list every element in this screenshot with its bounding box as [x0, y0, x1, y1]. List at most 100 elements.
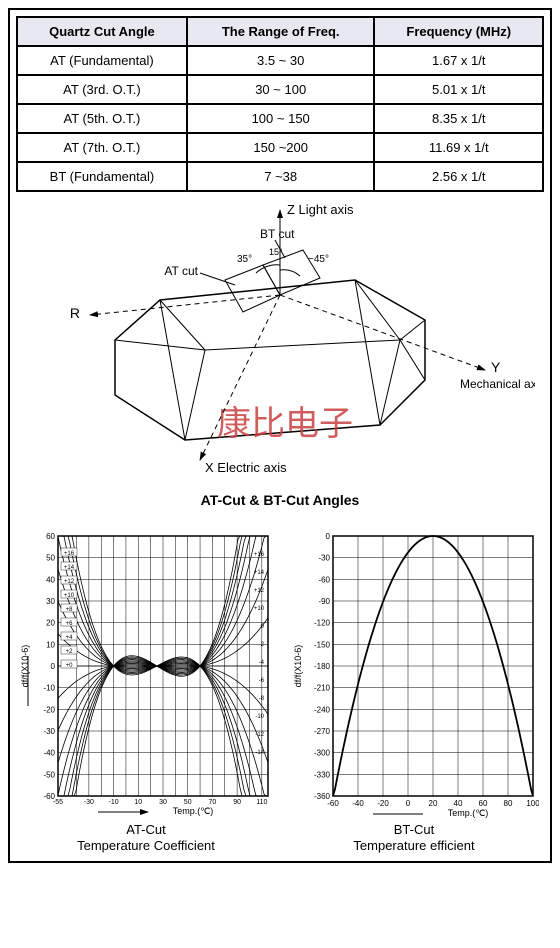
- table-cell: AT (5th. O.T.): [17, 104, 187, 133]
- svg-text:40: 40: [454, 799, 463, 808]
- table-row: AT (Fundamental)3.5 ~ 301.67 x 1/t: [17, 46, 543, 75]
- svg-text:-90: -90: [318, 597, 330, 606]
- bt-chart-title: BT-Cut Temperature efficient: [284, 822, 544, 855]
- svg-text:-180: -180: [314, 662, 331, 671]
- svg-text:Temp.(℃): Temp.(℃): [448, 808, 489, 818]
- table-cell: AT (Fundamental): [17, 46, 187, 75]
- svg-text:-10: -10: [43, 684, 55, 693]
- svg-text:+14: +14: [64, 565, 75, 571]
- svg-text:+4: +4: [66, 635, 74, 641]
- table-cell: AT (7th. O.T.): [17, 133, 187, 162]
- svg-text:60: 60: [46, 532, 55, 541]
- svg-text:-30: -30: [318, 554, 330, 563]
- bt-chart-title1: BT-Cut: [394, 822, 434, 837]
- svg-text:R: R: [70, 305, 80, 321]
- svg-text:15°: 15°: [269, 247, 283, 257]
- svg-text:-60: -60: [318, 575, 330, 584]
- svg-text:100: 100: [526, 799, 539, 808]
- svg-text:+16: +16: [254, 552, 265, 558]
- spec-header-row: Quartz Cut Angle The Range of Freq. Freq…: [17, 17, 543, 46]
- table-cell: 3.5 ~ 30: [187, 46, 375, 75]
- table-row: AT (5th. O.T.)100 ~ 1508.35 x 1/t: [17, 104, 543, 133]
- svg-text:10: 10: [46, 640, 55, 649]
- charts-row: -55-30-1010305070901106050403020100-10-2…: [16, 528, 544, 855]
- at-chart-title1: AT-Cut: [126, 822, 166, 837]
- svg-text:Z Light axis: Z Light axis: [287, 202, 354, 217]
- svg-text:-40: -40: [352, 799, 364, 808]
- svg-text:df/f(X10-6): df/f(X10-6): [293, 645, 303, 688]
- at-chart-title2: Temperature Coefficient: [77, 838, 215, 853]
- table-cell: 30 ~ 100: [187, 75, 375, 104]
- bt-chart: -60-40-200204060801000-30-60-90-120-150-…: [284, 528, 544, 855]
- svg-text:10: 10: [134, 799, 142, 806]
- svg-text:-150: -150: [314, 640, 331, 649]
- svg-text:-120: -120: [314, 619, 331, 628]
- svg-text:-30: -30: [43, 727, 55, 736]
- svg-text:-40: -40: [43, 749, 55, 758]
- svg-text:+2: +2: [66, 649, 74, 655]
- svg-text:-14: -14: [255, 750, 264, 756]
- svg-text:AT cut: AT cut: [164, 264, 198, 278]
- svg-text:30: 30: [46, 597, 55, 606]
- svg-text:Y: Y: [491, 359, 501, 375]
- spec-table: Quartz Cut Angle The Range of Freq. Freq…: [16, 16, 544, 192]
- table-cell: 11.69 x 1/t: [374, 133, 543, 162]
- svg-text:35°: 35°: [237, 254, 252, 265]
- svg-text:50: 50: [46, 554, 55, 563]
- table-cell: 8.35 x 1/t: [374, 104, 543, 133]
- svg-text:80: 80: [504, 799, 513, 808]
- bt-chart-title2: Temperature efficient: [353, 838, 474, 853]
- at-chart-title: AT-Cut Temperature Coefficient: [16, 822, 276, 855]
- table-cell: 2.56 x 1/t: [374, 162, 543, 191]
- table-cell: 1.67 x 1/t: [374, 46, 543, 75]
- svg-text:50: 50: [184, 799, 192, 806]
- svg-text:+12: +12: [64, 579, 75, 585]
- svg-text:+6: +6: [66, 621, 74, 627]
- svg-text:-20: -20: [377, 799, 389, 808]
- svg-text:-300: -300: [314, 749, 331, 758]
- svg-text:X Electric axis: X Electric axis: [205, 460, 287, 475]
- svg-text:BT cut: BT cut: [260, 227, 295, 241]
- table-cell: 5.01 x 1/t: [374, 75, 543, 104]
- svg-text:+10: +10: [254, 606, 265, 612]
- svg-text:70: 70: [209, 799, 217, 806]
- col-cut: Quartz Cut Angle: [17, 17, 187, 46]
- svg-text:90: 90: [233, 799, 241, 806]
- svg-text:-60: -60: [43, 792, 55, 801]
- svg-text:+16: +16: [64, 551, 75, 557]
- table-cell: BT (Fundamental): [17, 162, 187, 191]
- svg-text:0: 0: [51, 662, 56, 671]
- svg-text:Mechanical axis: Mechanical axis: [460, 377, 535, 391]
- svg-text:-50: -50: [43, 770, 55, 779]
- at-chart: -55-30-1010305070901106050403020100-10-2…: [16, 528, 276, 855]
- svg-text:-30: -30: [84, 799, 94, 806]
- svg-text:-12: -12: [255, 732, 264, 738]
- svg-text:110: 110: [256, 799, 267, 806]
- svg-text:40: 40: [46, 575, 55, 584]
- svg-text:-2: -2: [259, 642, 265, 648]
- svg-text:60: 60: [479, 799, 488, 808]
- svg-text:30: 30: [159, 799, 167, 806]
- svg-text:+10: +10: [64, 593, 75, 599]
- svg-text:+12: +12: [254, 588, 265, 594]
- svg-text:+8: +8: [66, 607, 74, 613]
- table-cell: 150 ~200: [187, 133, 375, 162]
- svg-text:-10: -10: [255, 714, 264, 720]
- svg-text:康比电子: 康比电子: [217, 405, 353, 443]
- svg-text:-20: -20: [43, 705, 55, 714]
- table-cell: AT (3rd. O.T.): [17, 75, 187, 104]
- svg-text:+14: +14: [254, 570, 265, 576]
- svg-text:-270: -270: [314, 727, 331, 736]
- svg-text:~45°: ~45°: [308, 254, 329, 265]
- svg-text:-6: -6: [259, 678, 265, 684]
- col-range: The Range of Freq.: [187, 17, 375, 46]
- svg-text:Temp.(℃): Temp.(℃): [173, 806, 214, 816]
- svg-text:-4: -4: [259, 660, 265, 666]
- svg-text:-360: -360: [314, 792, 331, 801]
- svg-text:-8: -8: [259, 696, 265, 702]
- svg-text:-240: -240: [314, 705, 331, 714]
- svg-text:0: 0: [326, 532, 331, 541]
- table-row: AT (7th. O.T.)150 ~20011.69 x 1/t: [17, 133, 543, 162]
- table-row: BT (Fundamental)7 ~382.56 x 1/t: [17, 162, 543, 191]
- table-cell: 7 ~38: [187, 162, 375, 191]
